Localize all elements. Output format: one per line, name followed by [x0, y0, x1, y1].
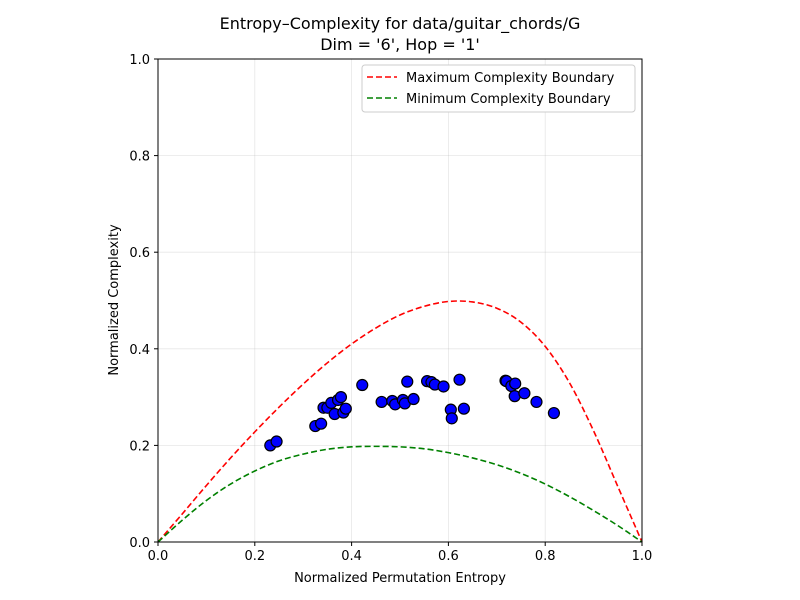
series-layer — [157, 300, 643, 543]
scatter-point — [270, 435, 283, 448]
x-tick-label: 0.2 — [244, 549, 265, 564]
scatter-point — [457, 402, 470, 415]
y-tick-label: 0.4 — [129, 343, 150, 358]
y-axis-ticks: 0.0 0.2 0.4 0.6 0.8 1.0 — [129, 53, 158, 551]
scatter-point — [339, 402, 352, 415]
plot-area-frame — [157, 58, 643, 543]
x-axis-label: Normalized Permutation Entropy — [294, 571, 506, 586]
scatter-point — [437, 380, 450, 393]
scatter-point — [547, 406, 561, 420]
y-tick-label: 1.0 — [129, 53, 150, 68]
legend-box — [361, 64, 636, 113]
y-tick-label: 0.6 — [129, 246, 150, 261]
legend: Maximum Complexity Boundary Minimum Comp… — [361, 64, 636, 113]
x-tick-label: 1.0 — [632, 549, 653, 564]
scatter-point — [407, 392, 420, 406]
y-tick-label: 0.8 — [129, 150, 150, 165]
y-tick-label: 0.0 — [129, 536, 150, 551]
y-axis-label: Normalized Complexity — [107, 224, 122, 376]
chart-subtitle: Dim = '6', Hop = '1' — [320, 35, 480, 54]
x-tick-label: 0.6 — [438, 549, 459, 564]
y-tick-label: 0.2 — [129, 439, 150, 454]
scatter-point — [445, 412, 458, 425]
scatter-point — [375, 395, 388, 409]
scatter-point — [530, 395, 543, 409]
scatter-point — [518, 387, 531, 400]
scatter-point — [509, 377, 522, 390]
x-axis-ticks: 0.0 0.2 0.4 0.6 0.8 1.0 — [148, 542, 653, 564]
min-complexity-boundary-line — [157, 445, 643, 543]
scatter-point — [315, 417, 328, 430]
legend-min-boundary-label: Minimum Complexity Boundary — [406, 92, 611, 107]
grid — [157, 58, 643, 543]
legend-max-boundary-label: Maximum Complexity Boundary — [406, 71, 615, 86]
scatter-point — [356, 378, 369, 392]
scatter-point — [334, 391, 348, 404]
x-tick-label: 0.4 — [341, 549, 362, 564]
scatter-point — [401, 375, 414, 388]
chart-title: Entropy–Complexity for data/guitar_chord… — [220, 14, 581, 34]
scatter-points — [264, 373, 561, 452]
x-tick-label: 0.8 — [535, 549, 556, 564]
scatter-point — [453, 373, 466, 386]
x-tick-label: 0.0 — [148, 549, 169, 564]
max-complexity-boundary-line — [157, 300, 643, 543]
